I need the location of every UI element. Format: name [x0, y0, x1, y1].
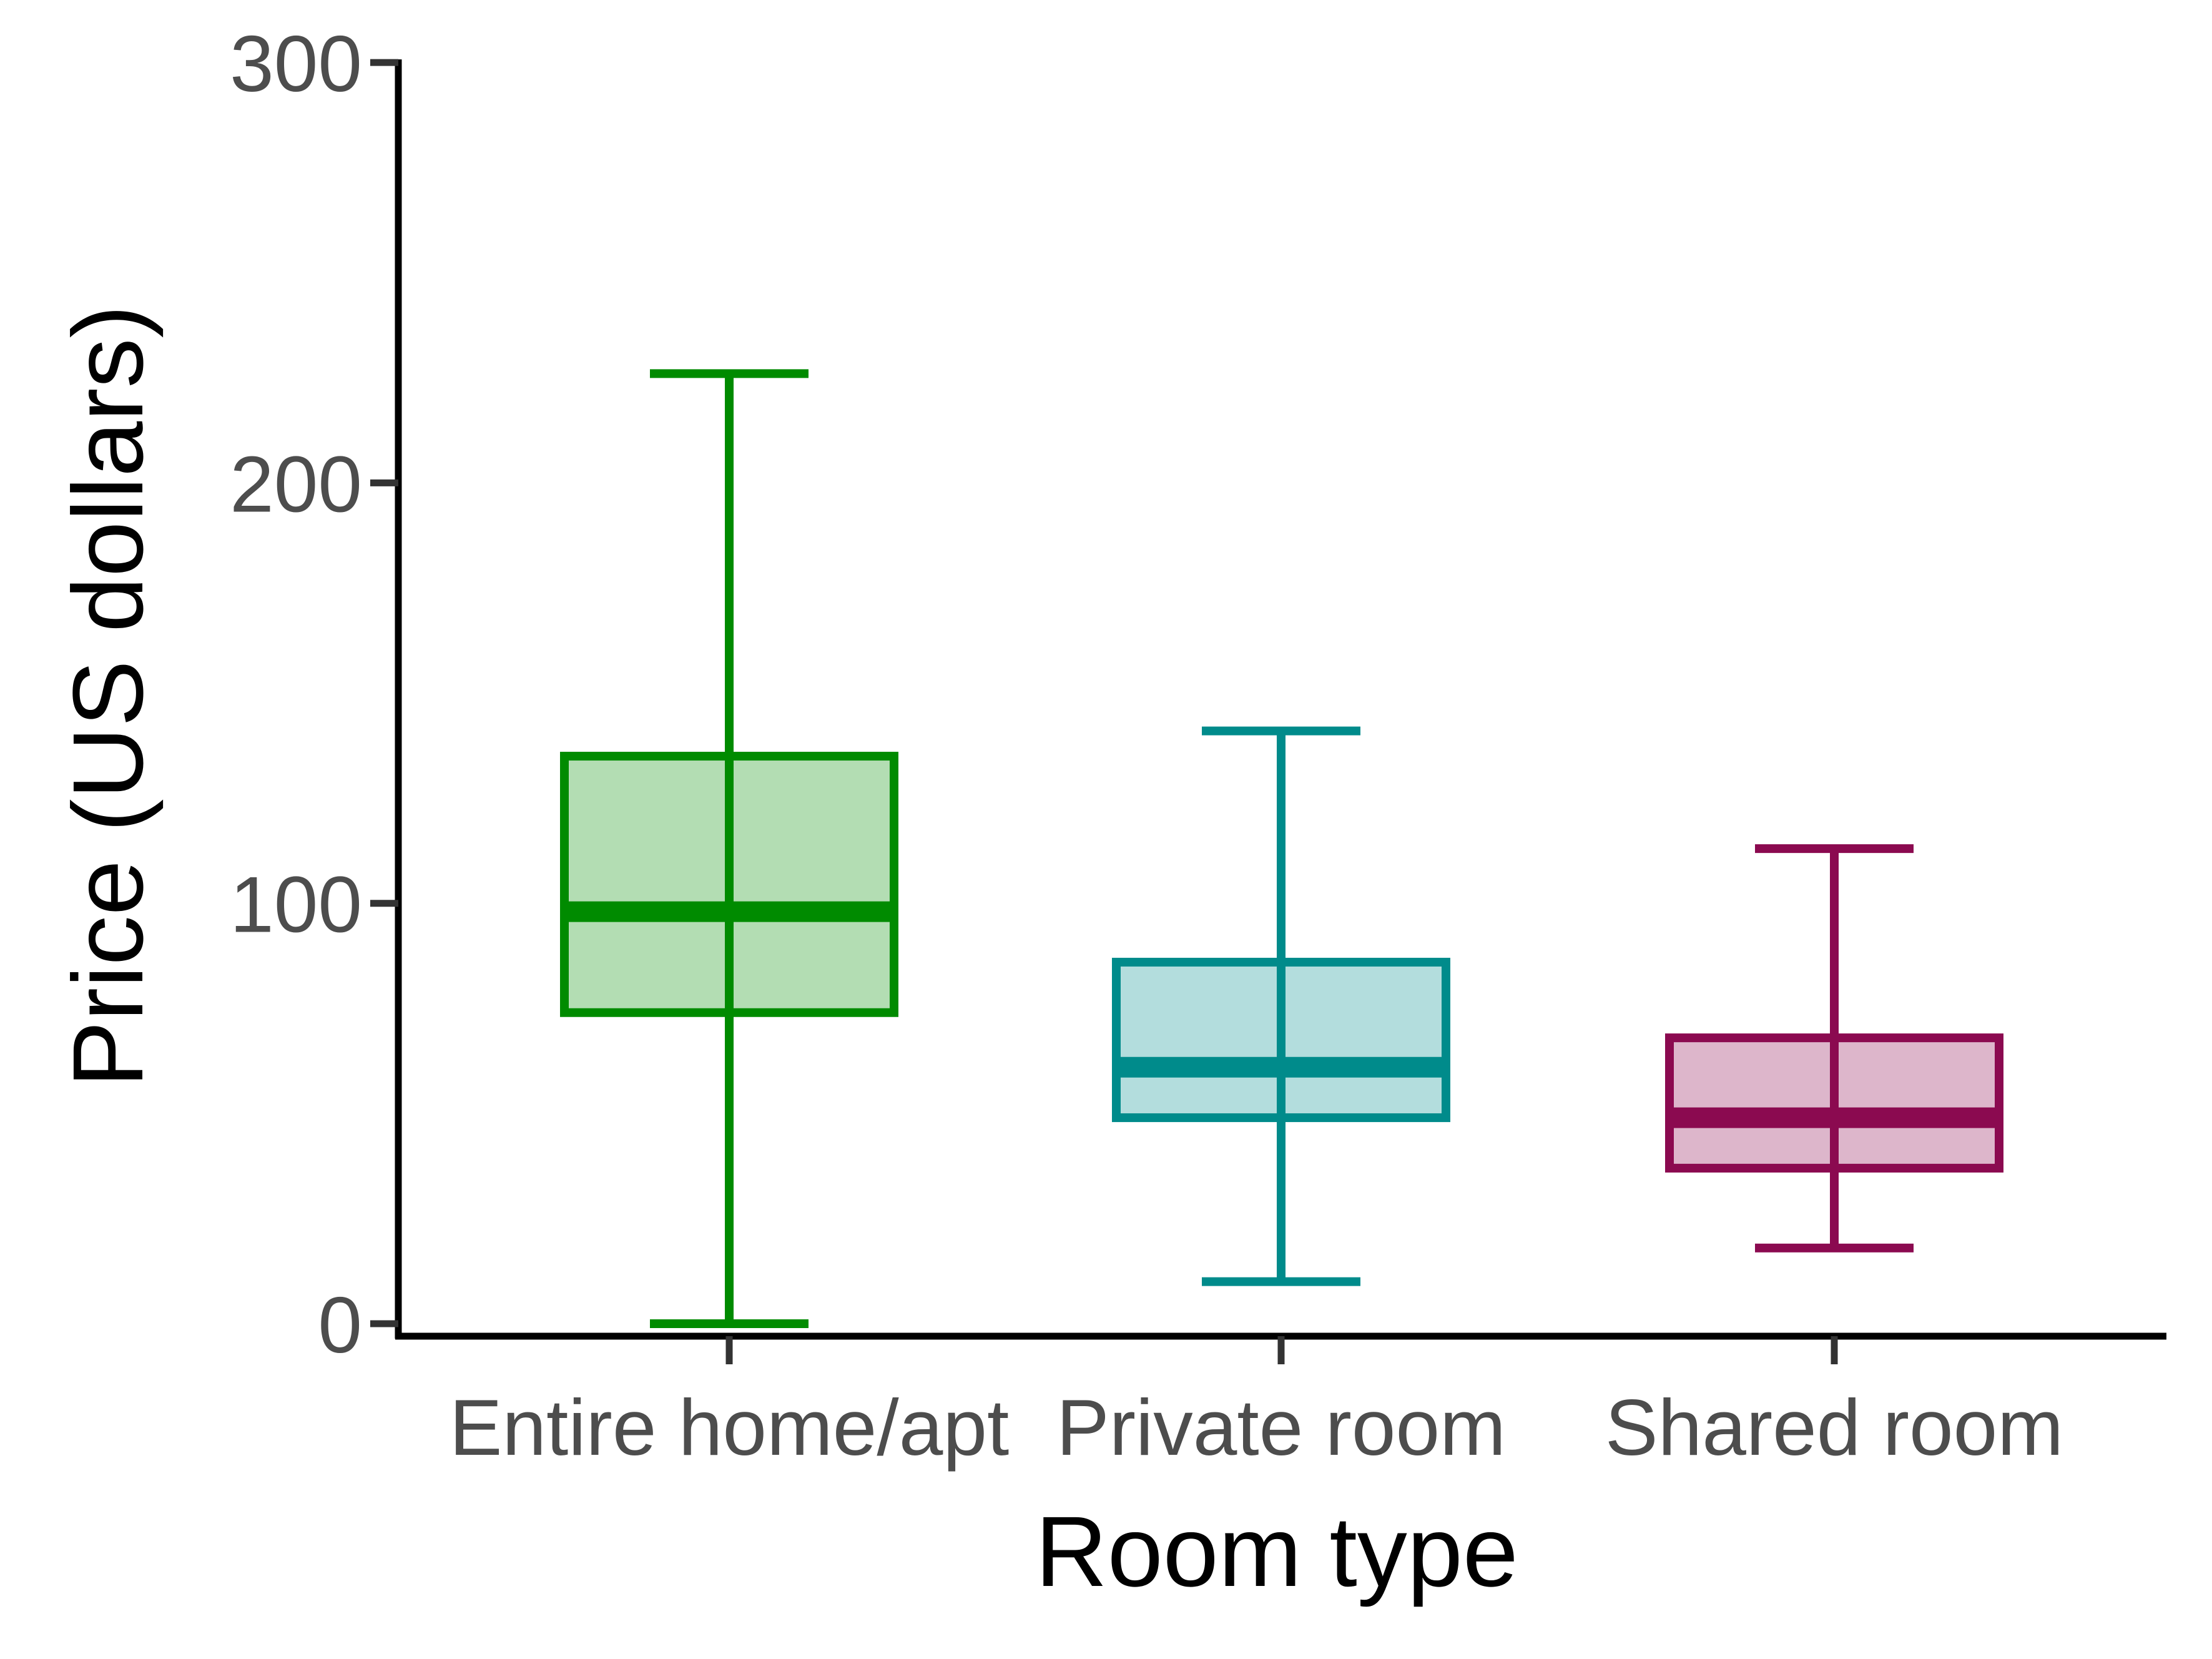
y-tick-label: 300 — [230, 19, 362, 108]
box-group — [1665, 844, 2003, 1253]
x-tick-label: Entire home/apt — [450, 1383, 1010, 1472]
x-axis-title: Room type — [1035, 1495, 1518, 1607]
x-tick-label: Private room — [1056, 1383, 1506, 1472]
x-tick-label: Shared room — [1605, 1383, 2063, 1472]
boxes-layer — [560, 369, 2003, 1328]
box-group — [560, 369, 898, 1328]
box-group — [1112, 726, 1450, 1286]
y-tick-label: 100 — [230, 860, 362, 949]
y-tick-label: 0 — [318, 1281, 362, 1369]
y-axis-title: Price (US dollars) — [52, 305, 164, 1088]
axes-layer: 0 100 200 300 Entire home/apt Private room Sha… — [230, 19, 2166, 1472]
y-tick-label: 200 — [230, 440, 362, 528]
